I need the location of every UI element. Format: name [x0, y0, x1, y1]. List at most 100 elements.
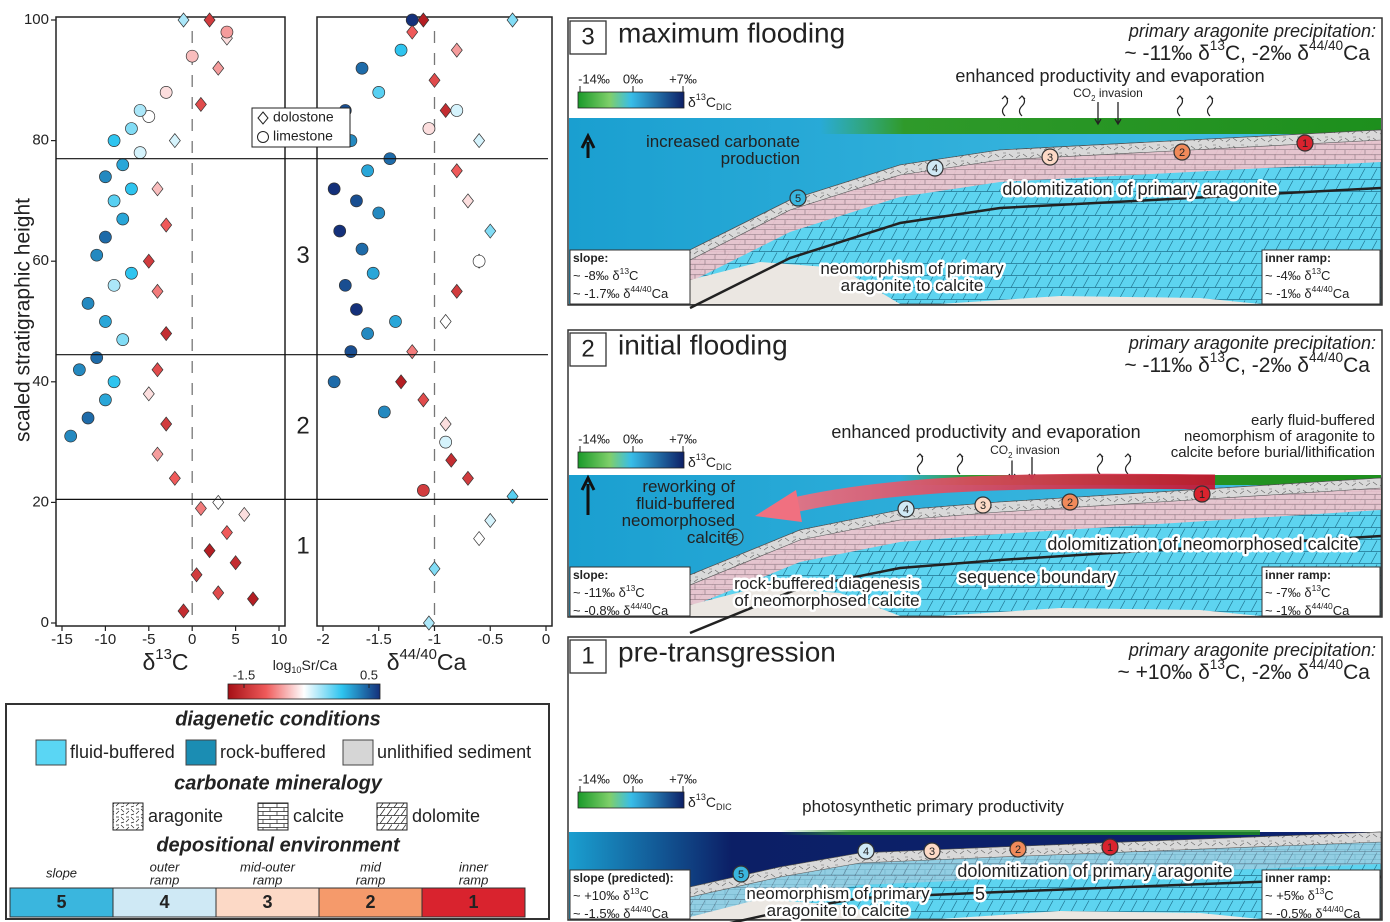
dic-label: δ13CDIC	[688, 452, 732, 472]
dic-tick-label: 0‰	[623, 771, 643, 786]
site-number: 5	[795, 193, 801, 205]
text-run: neomorphism of primary	[746, 884, 930, 903]
environment-code: 5	[56, 892, 66, 912]
site-marker	[1041, 148, 1059, 166]
x-tick-label: -0.5	[477, 631, 503, 648]
text-run: Ca	[1333, 603, 1350, 618]
x-tick-label: 0	[542, 631, 550, 648]
superscript: 44/40	[1322, 904, 1343, 914]
text-run: ~ -11‰ δ	[1124, 42, 1209, 65]
subscript: 2	[1091, 94, 1095, 103]
sequence-boundary	[689, 534, 1382, 635]
evaporation-arrow	[1096, 453, 1104, 475]
diagram-label: aragonite to calcite	[841, 276, 984, 295]
text-run: calcite	[687, 528, 735, 547]
mineral-swatch	[112, 802, 144, 831]
x-tick-label: -2	[316, 631, 329, 648]
slope-value: ~ -0.8‰ δ44/40Ca	[573, 601, 669, 618]
zone-label: 3	[296, 242, 309, 269]
superscript: 13	[620, 266, 630, 276]
unlithified-sediment	[940, 296, 1260, 304]
environment-name: ramp	[150, 872, 180, 887]
text-run: ~ -1‰ δ	[1265, 603, 1312, 618]
unlithified-sediment	[940, 608, 1260, 616]
superscript: 44/40	[1312, 601, 1333, 611]
dolostone-point	[220, 524, 233, 541]
slope-value: ~ +10‰ δ13C	[573, 886, 649, 903]
dolostone-point	[151, 362, 164, 378]
legend-marker	[257, 111, 269, 125]
slope-box	[569, 869, 691, 920]
dic-tick-label: +7‰	[669, 771, 697, 786]
dolostone-point	[450, 283, 463, 299]
limestone-point	[133, 146, 147, 160]
diagram-label: CO2 invasion	[1073, 86, 1143, 102]
calcite-layer	[690, 488, 1381, 607]
slope-heading: slope:	[573, 251, 608, 265]
superscript: 13	[1210, 350, 1225, 365]
text-run: 5	[975, 884, 985, 904]
co2-arrow	[1114, 102, 1122, 126]
text-run: C	[1321, 268, 1330, 283]
superscript: 13	[630, 886, 640, 896]
text-run: neomorphism of primary	[820, 259, 1004, 278]
site-number: 2	[1015, 844, 1021, 856]
text-run: ~ +10‰ δ	[1118, 661, 1210, 684]
calcite-layer	[690, 842, 1381, 919]
diagram-label: neomorphism of primary	[820, 259, 1004, 278]
text-run: ~ -8‰ δ	[573, 268, 620, 283]
x-tick-label: -5	[142, 631, 155, 648]
x-axis-label: δ44/40Ca	[387, 646, 467, 675]
y-axis-label: scaled stratigraphic height	[12, 198, 35, 442]
limestone-point	[107, 278, 121, 292]
panel: 2 initial flooding primary aragonite preci…	[567, 329, 1383, 635]
x-axis-label: δ13C	[142, 646, 188, 675]
text-run: dolomitization of neomorphosed calcite	[1047, 534, 1358, 554]
superscript: 13	[696, 92, 706, 102]
inner-box	[1261, 869, 1381, 920]
superscript: 44/40	[1309, 38, 1344, 53]
limestone-point	[338, 278, 352, 292]
dolostone-point	[428, 561, 441, 577]
text-run: Ca	[1344, 906, 1361, 921]
text-run: ~ -0.8‰ δ	[573, 603, 630, 618]
site-marker	[974, 496, 992, 514]
dolostone-point	[194, 500, 207, 516]
text-run: aragonite to calcite	[841, 276, 984, 295]
condition-label: fluid-buffered	[70, 742, 175, 762]
text-run: early fluid-buffered	[1251, 412, 1375, 429]
unlithified-sediment	[690, 587, 900, 616]
panel-title: pre-transgression	[618, 636, 836, 667]
site-number: 3	[1047, 152, 1053, 164]
environment-code: 4	[159, 892, 169, 912]
dolostone-point	[439, 416, 452, 432]
limestone-point	[355, 61, 369, 75]
evaporation-arrow	[1124, 453, 1132, 475]
text-run: Ca	[1343, 661, 1370, 684]
text-run: reworking of	[642, 477, 735, 496]
x-tick-label: -1.5	[366, 631, 392, 648]
diagram-label: calcite	[687, 528, 735, 547]
limestone-point	[389, 315, 402, 328]
limestone-point	[417, 483, 430, 497]
limestone-point	[372, 206, 386, 220]
panel-title: maximum flooding	[618, 17, 845, 48]
limestone-point	[333, 224, 347, 238]
dolostone-point	[450, 163, 463, 179]
text-run: C, -2‰ δ	[1225, 661, 1309, 684]
sequence-boundary	[689, 186, 1382, 310]
limestone-point	[133, 104, 147, 117]
text-run: neomorphosed	[622, 511, 735, 530]
site-marker	[923, 842, 941, 860]
unlithified-sediment	[940, 911, 1260, 919]
dolostone-point	[160, 217, 173, 233]
inner-value: ~ -0.5‰ δ44/40Ca	[1265, 904, 1361, 921]
limestone-point	[81, 297, 95, 310]
mineral-swatch	[257, 802, 289, 831]
dolostone-point	[484, 223, 497, 239]
dic-colorbar	[577, 791, 685, 809]
inner-value: ~ -1‰ δ44/40Ca	[1265, 601, 1350, 618]
site-number: 1	[1199, 489, 1205, 501]
